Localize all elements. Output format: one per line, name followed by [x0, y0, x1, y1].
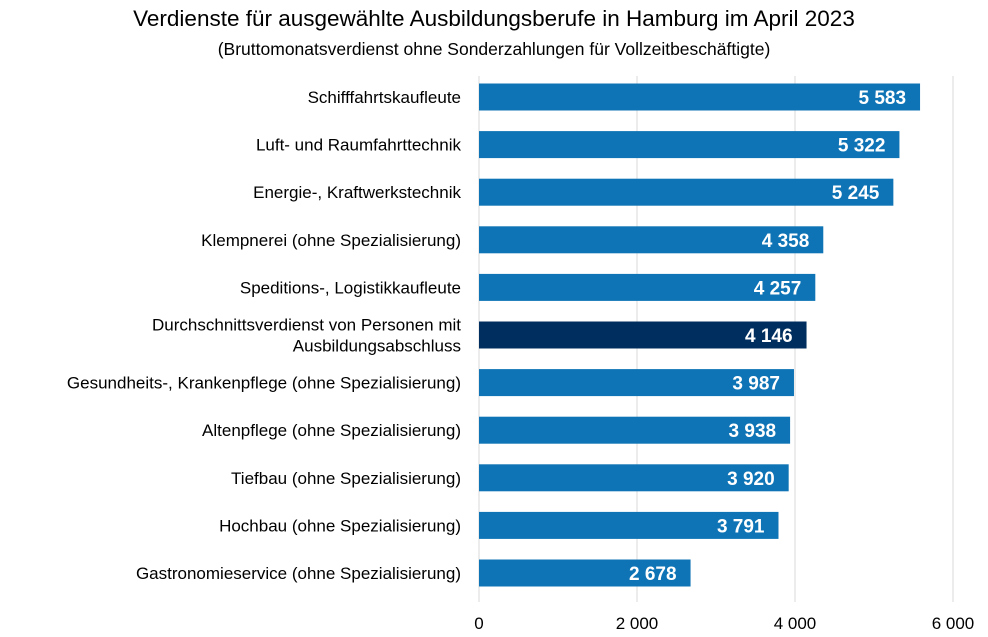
category-label: Tiefbau (ohne Spezialisierung) — [231, 469, 461, 488]
category-label: Schifffahrtskaufleute — [308, 88, 461, 107]
chart-title: Verdienste für ausgewählte Ausbildungsbe… — [133, 6, 855, 31]
data-label: 4 146 — [745, 326, 793, 347]
data-label: 5 245 — [832, 183, 880, 204]
x-tick-label: 4 000 — [774, 614, 817, 633]
bar — [479, 464, 789, 492]
category-label: Speditions-, Logistikkaufleute — [240, 278, 461, 297]
bar — [479, 273, 816, 301]
data-label: 4 358 — [762, 231, 810, 252]
bar — [479, 83, 921, 111]
category-label: Luft- und Raumfahrttechnik — [256, 136, 462, 155]
data-label: 5 583 — [859, 88, 907, 109]
data-label: 5 322 — [838, 136, 886, 157]
x-tick-label: 6 000 — [932, 614, 975, 633]
bar — [479, 369, 794, 397]
bar — [479, 226, 824, 254]
data-label: 3 987 — [732, 374, 780, 395]
data-label: 4 257 — [754, 278, 802, 299]
category-label: Klempnerei (ohne Spezialisierung) — [201, 231, 461, 250]
category-label: Gastronomieservice (ohne Spezialisierung… — [136, 564, 461, 583]
category-label: Hochbau (ohne Spezialisierung) — [219, 516, 461, 535]
data-label: 2 678 — [629, 564, 677, 585]
category-label: Ausbildungsabschluss — [293, 337, 461, 356]
x-tick-label: 2 000 — [616, 614, 659, 633]
data-label: 3 938 — [729, 421, 777, 442]
data-label: 3 920 — [727, 469, 775, 490]
category-label: Altenpflege (ohne Spezialisierung) — [202, 421, 461, 440]
bar — [479, 511, 779, 539]
category-label: Durchschnittsverdienst von Personen mit — [152, 316, 461, 335]
bar — [479, 559, 691, 587]
category-label: Gesundheits-, Krankenpflege (ohne Spezia… — [67, 374, 461, 393]
data-label: 3 791 — [717, 516, 765, 537]
bar — [479, 416, 791, 444]
chart-subtitle: (Bruttomonatsverdienst ohne Sonderzahlun… — [217, 39, 771, 59]
x-tick-label: 0 — [474, 614, 483, 633]
bar — [479, 131, 900, 159]
category-label: Energie-, Kraftwerkstechnik — [253, 183, 461, 202]
bar — [479, 178, 894, 206]
bar — [479, 321, 807, 349]
